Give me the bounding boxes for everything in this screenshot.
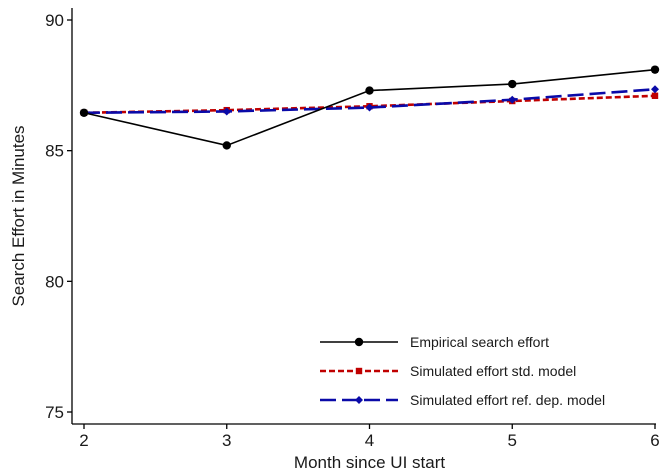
legend-marker bbox=[354, 337, 364, 347]
legend-item: Empirical search effort bbox=[320, 334, 549, 350]
x-tick-label: 2 bbox=[79, 431, 88, 450]
legend-label: Simulated effort std. model bbox=[410, 363, 576, 379]
axes bbox=[71, 8, 656, 425]
legend-marker bbox=[355, 367, 363, 375]
x-tick-label: 4 bbox=[365, 431, 374, 450]
series-group bbox=[79, 65, 660, 150]
data-point bbox=[650, 65, 660, 74]
legend-label: Simulated effort ref. dep. model bbox=[410, 392, 605, 408]
y-axis-title: Search Effort in Minutes bbox=[9, 125, 28, 306]
data-point bbox=[79, 108, 89, 117]
legend: Empirical search effort Simulated effort … bbox=[320, 334, 605, 408]
data-point bbox=[651, 92, 659, 99]
x-tick-label: 5 bbox=[508, 431, 517, 450]
axis-ticks: 75 80 85 90 2 3 4 5 6 bbox=[45, 11, 660, 450]
y-tick-label: 75 bbox=[45, 403, 64, 422]
data-point bbox=[508, 79, 517, 89]
y-tick-label: 85 bbox=[45, 142, 64, 161]
x-tick-label: 6 bbox=[650, 431, 659, 450]
legend-marker bbox=[355, 396, 363, 404]
legend-label: Empirical search effort bbox=[410, 334, 549, 350]
legend-item: Simulated effort ref. dep. model bbox=[320, 392, 605, 408]
x-axis-title: Month since UI start bbox=[294, 453, 445, 472]
legend-item: Simulated effort std. model bbox=[320, 363, 576, 379]
data-point bbox=[365, 103, 374, 112]
y-tick-label: 90 bbox=[45, 11, 64, 30]
data-point bbox=[222, 107, 231, 116]
data-point bbox=[222, 141, 231, 150]
series-line bbox=[83, 87, 656, 115]
y-tick-label: 80 bbox=[45, 272, 64, 291]
data-point bbox=[365, 86, 374, 95]
data-point bbox=[508, 95, 517, 104]
data-point bbox=[651, 85, 659, 94]
x-tick-label: 3 bbox=[222, 431, 231, 450]
series-empirical-search-effort bbox=[79, 65, 660, 150]
